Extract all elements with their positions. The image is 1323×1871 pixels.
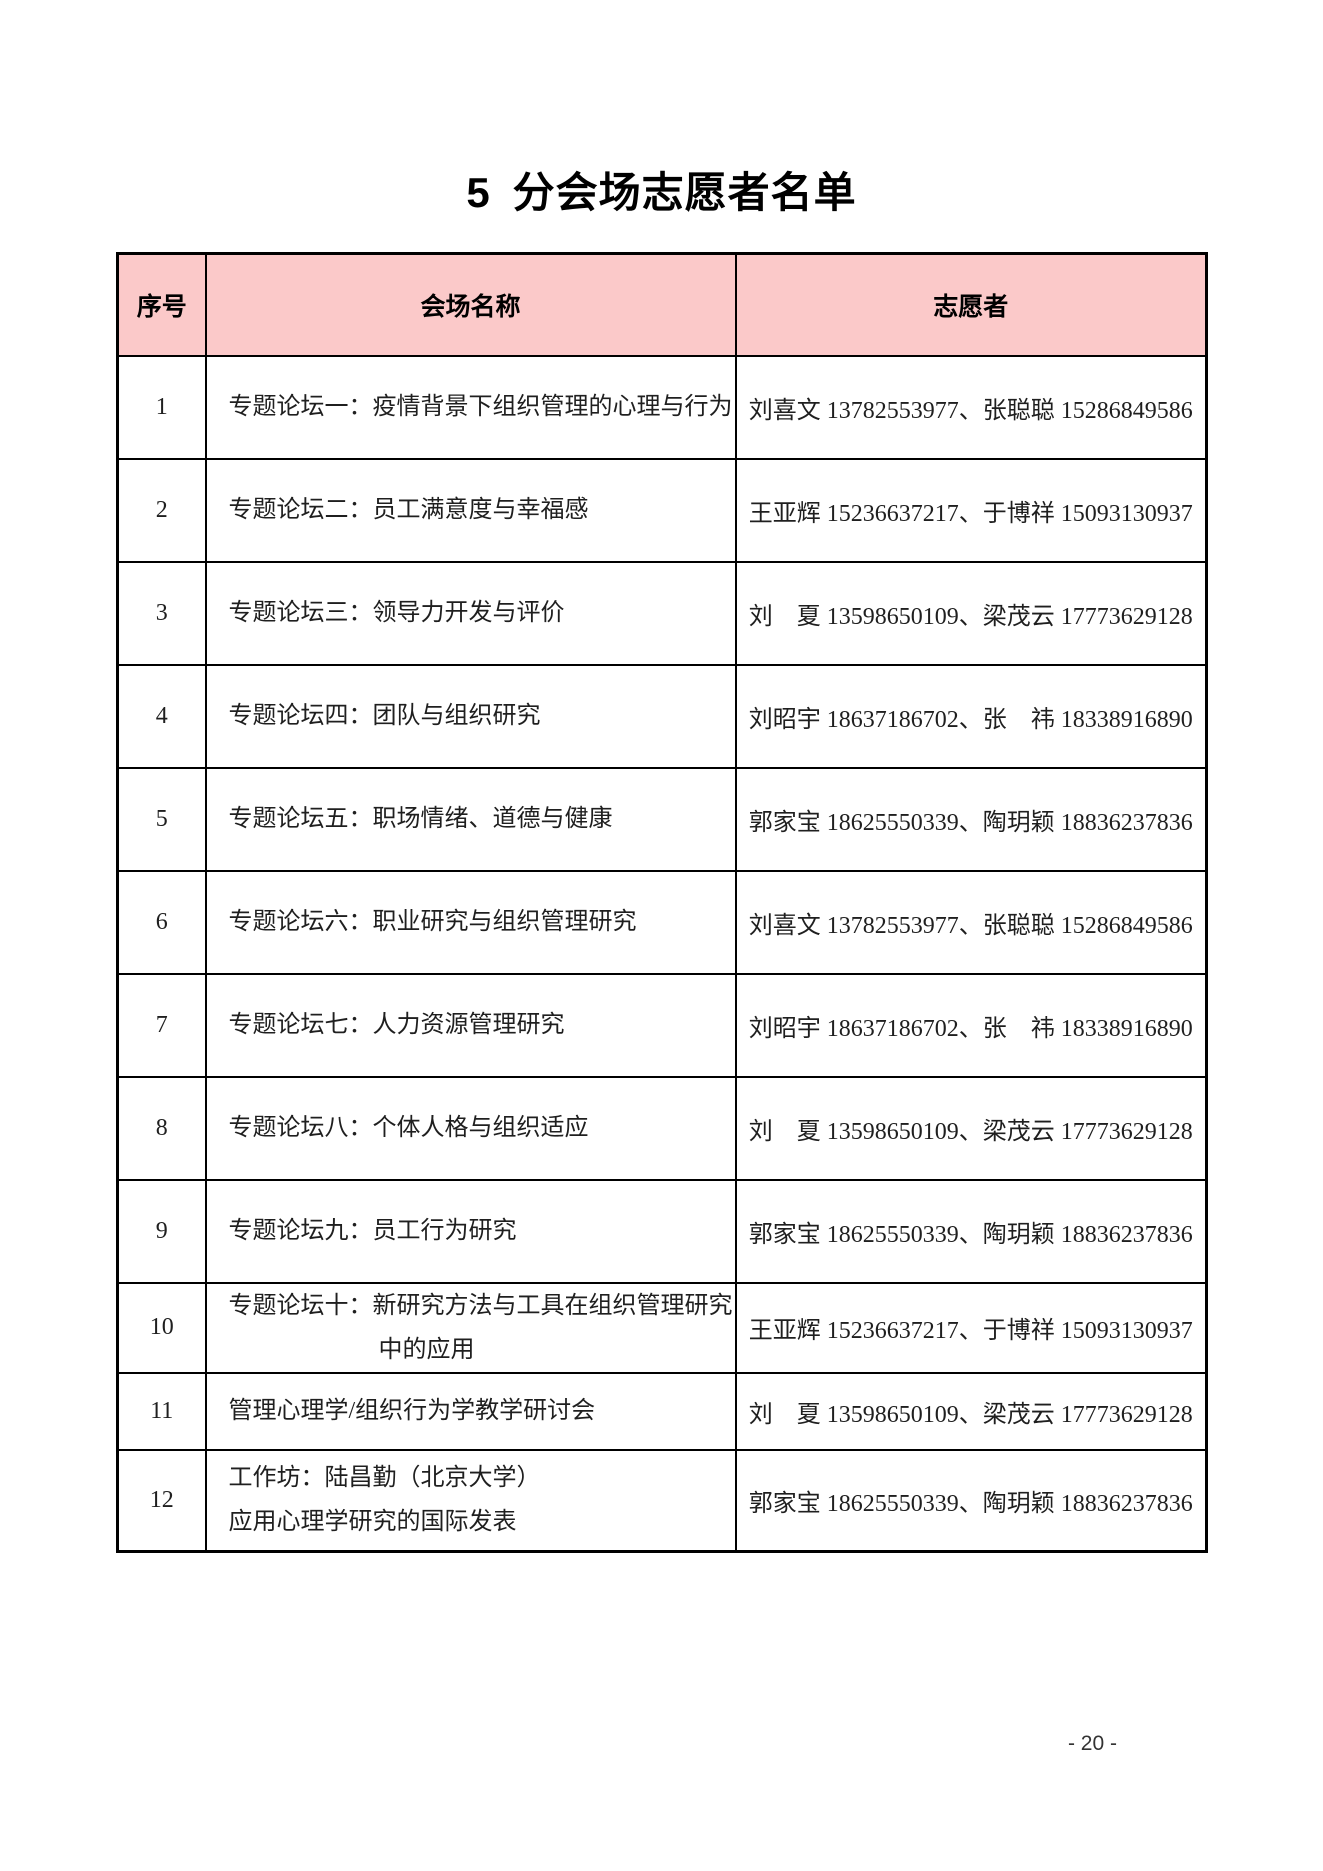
cell-venue: 工作坊：陆昌勤（北京大学） 应用心理学研究的国际发表: [204, 1448, 737, 1553]
cell-volunteers: 刘喜文 13782553977、张聪聪 15286849586: [734, 869, 1208, 975]
cell-no: 4: [116, 663, 207, 769]
cell-no: 2: [116, 457, 207, 563]
venue-line: 专题论坛四：团队与组织研究: [228, 703, 541, 729]
cell-volunteers: 刘昭宇 18637186702、张 祎 18338916890: [734, 972, 1208, 1078]
cell-venue: 专题论坛五：职场情绪、道德与健康: [204, 766, 737, 872]
cell-no: 7: [116, 972, 207, 1078]
cell-volunteers: 刘 夏 13598650109、梁茂云 17773629128: [734, 1371, 1208, 1451]
cell-no: 12: [116, 1448, 207, 1553]
cell-no: 10: [116, 1281, 207, 1374]
volunteer-table: 序号 会场名称 志愿者 1 专题论坛一：疫情背景下组织管理的心理与行为 刘喜文 …: [116, 252, 1208, 1553]
cell-no: 1: [116, 354, 207, 460]
venue-line: 专题论坛一：疫情背景下组织管理的心理与行为: [228, 394, 733, 420]
page-number: - 20 -: [1067, 1732, 1117, 1755]
cell-volunteers: 刘 夏 13598650109、梁茂云 17773629128: [734, 560, 1208, 666]
cell-volunteers: 王亚辉 15236637217、于博祥 15093130937: [734, 1281, 1208, 1374]
cell-venue: 专题论坛三：领导力开发与评价: [204, 560, 737, 666]
cell-venue: 专题论坛八：个体人格与组织适应: [204, 1075, 737, 1181]
venue-line: 专题论坛五：职场情绪、道德与健康: [228, 806, 613, 832]
venue-line: 应用心理学研究的国际发表: [228, 1509, 517, 1536]
venue-line: 专题论坛九：员工行为研究: [228, 1218, 517, 1244]
cell-volunteers: 王亚辉 15236637217、于博祥 15093130937: [734, 457, 1208, 563]
cell-venue: 专题论坛二：员工满意度与幸福感: [204, 457, 737, 563]
venue-line: 专题论坛七：人力资源管理研究: [228, 1012, 565, 1038]
cell-no: 11: [116, 1371, 207, 1451]
venue-line: 专题论坛三：领导力开发与评价: [228, 600, 565, 626]
table-row: 9 专题论坛九：员工行为研究 郭家宝 18625550339、陶玥颖 18836…: [116, 1178, 1208, 1284]
cell-volunteers: 刘 夏 13598650109、梁茂云 17773629128: [734, 1075, 1208, 1181]
cell-venue: 专题论坛十：新研究方法与工具在组织管理研究中的应用: [204, 1281, 737, 1374]
table-row: 5 专题论坛五：职场情绪、道德与健康 郭家宝 18625550339、陶玥颖 1…: [116, 766, 1208, 872]
cell-venue: 专题论坛一：疫情背景下组织管理的心理与行为: [204, 354, 737, 460]
table-row: 12 工作坊：陆昌勤（北京大学） 应用心理学研究的国际发表 郭家宝 1862555…: [116, 1448, 1208, 1553]
cell-no: 3: [116, 560, 207, 666]
cell-venue: 管理心理学/组织行为学教学研讨会: [204, 1371, 737, 1451]
title-number: 5: [466, 169, 491, 216]
table-row: 7 专题论坛七：人力资源管理研究 刘昭宇 18637186702、张 祎 183…: [116, 972, 1208, 1078]
cell-venue: 专题论坛六：职业研究与组织管理研究: [204, 869, 737, 975]
venue-line: 专题论坛二：员工满意度与幸福感: [228, 497, 589, 523]
cell-volunteers: 郭家宝 18625550339、陶玥颖 18836237836: [734, 766, 1208, 872]
venue-line: 专题论坛八：个体人格与组织适应: [228, 1115, 589, 1141]
table-row: 4 专题论坛四：团队与组织研究 刘昭宇 18637186702、张 祎 1833…: [116, 663, 1208, 769]
cell-venue: 专题论坛九：员工行为研究: [204, 1178, 737, 1284]
cell-venue: 专题论坛四：团队与组织研究: [204, 663, 737, 769]
header-cell-venue: 会场名称: [204, 252, 737, 357]
table-row: 11 管理心理学/组织行为学教学研讨会 刘 夏 13598650109、梁茂云 …: [116, 1371, 1208, 1451]
cell-no: 6: [116, 869, 207, 975]
venue-line: 专题论坛十：新研究方法与工具在组织管理研究: [228, 1292, 733, 1319]
venue-line: 专题论坛六：职业研究与组织管理研究: [228, 909, 637, 935]
cell-volunteers: 刘昭宇 18637186702、张 祎 18338916890: [734, 663, 1208, 769]
table-row: 2 专题论坛二：员工满意度与幸福感 王亚辉 15236637217、于博祥 15…: [116, 457, 1208, 563]
document-title: 5 分会场志愿者名单: [0, 170, 1323, 216]
header-cell-volunteers: 志愿者: [734, 252, 1208, 357]
venue-line: 管理心理学/组织行为学教学研讨会: [228, 1398, 596, 1424]
table-row: 3 专题论坛三：领导力开发与评价 刘 夏 13598650109、梁茂云 177…: [116, 560, 1208, 666]
table-row: 8 专题论坛八：个体人格与组织适应 刘 夏 13598650109、梁茂云 17…: [116, 1075, 1208, 1181]
header-cell-no: 序号: [116, 252, 207, 357]
cell-no: 9: [116, 1178, 207, 1284]
cell-no: 8: [116, 1075, 207, 1181]
cell-no: 5: [116, 766, 207, 872]
venue-line: 中的应用: [378, 1336, 475, 1363]
cell-volunteers: 刘喜文 13782553977、张聪聪 15286849586: [734, 354, 1208, 460]
cell-volunteers: 郭家宝 18625550339、陶玥颖 18836237836: [734, 1178, 1208, 1284]
table-header-row: 序号 会场名称 志愿者: [116, 252, 1208, 357]
cell-volunteers: 郭家宝 18625550339、陶玥颖 18836237836: [734, 1448, 1208, 1553]
table-body: 1 专题论坛一：疫情背景下组织管理的心理与行为 刘喜文 13782553977、…: [116, 354, 1208, 1553]
table-row: 10 专题论坛十：新研究方法与工具在组织管理研究中的应用 王亚辉 1523663…: [116, 1281, 1208, 1374]
cell-venue: 专题论坛七：人力资源管理研究: [204, 972, 737, 1078]
table-row: 1 专题论坛一：疫情背景下组织管理的心理与行为 刘喜文 13782553977、…: [116, 354, 1208, 460]
venue-line: 工作坊：陆昌勤（北京大学）: [228, 1465, 541, 1492]
table-row: 6 专题论坛六：职业研究与组织管理研究 刘喜文 13782553977、张聪聪 …: [116, 869, 1208, 975]
title-text: 分会场志愿者名单: [512, 169, 857, 216]
